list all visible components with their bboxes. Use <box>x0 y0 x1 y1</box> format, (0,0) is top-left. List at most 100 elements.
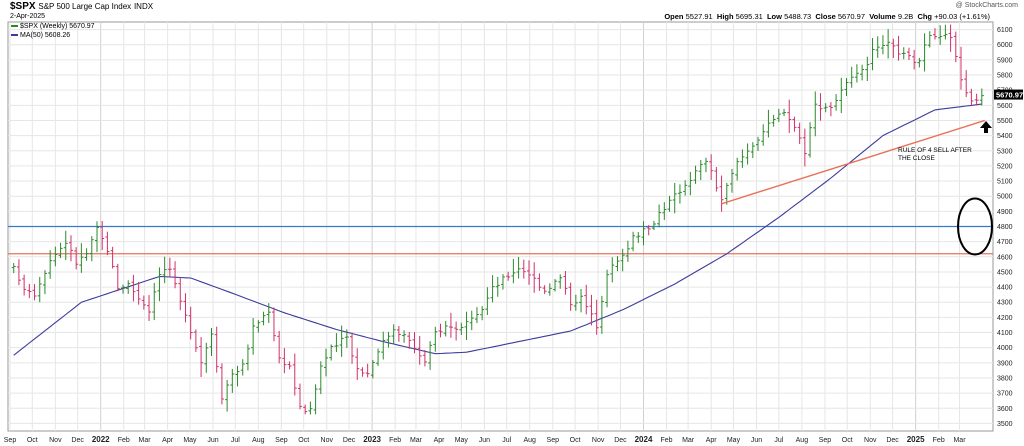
ohlc-bar <box>84 248 89 261</box>
trendline-segment <box>721 119 986 205</box>
ohlc-bar <box>297 383 302 410</box>
ohlc-bar <box>953 31 958 63</box>
y-tick-label: 5400 <box>997 133 1013 140</box>
ohlc-bar <box>344 329 349 348</box>
ohlc-bar <box>979 88 984 106</box>
ohlc-bar <box>277 330 282 364</box>
ohlc-bar <box>42 270 47 295</box>
horizontal-lines <box>8 225 993 255</box>
ohlc-bar <box>677 184 682 204</box>
x-tick-label: Feb <box>933 437 945 444</box>
x-tick-label: Nov <box>864 437 877 444</box>
ohlc-bar <box>605 269 610 308</box>
ohlc-bar <box>880 35 885 55</box>
ohlc-bar <box>407 331 412 349</box>
ohlc-bar <box>719 175 724 212</box>
ohlc-bar <box>131 274 136 302</box>
ohlc-bar <box>698 160 703 181</box>
ohlc-bar <box>641 221 646 246</box>
ohlc-bar <box>849 66 854 88</box>
ohlc-bar <box>579 288 584 313</box>
ohlc-bar <box>152 282 157 321</box>
ohlc-bar <box>521 259 526 279</box>
ohlc-bar <box>834 94 839 111</box>
ohlc-bar <box>110 246 115 269</box>
ohlc-bar <box>303 404 308 415</box>
x-tick-label: Sep <box>275 437 288 444</box>
volume-value: 9.2B <box>897 12 914 21</box>
last-price-value: 5670.97 <box>996 91 1023 100</box>
ohlc-bar <box>969 88 974 106</box>
last-price-tag <box>994 89 1023 100</box>
y-tick-label: 4800 <box>997 224 1013 231</box>
ohlc-bar <box>740 149 745 168</box>
ohlc-bar <box>126 280 131 294</box>
ohlc-bar <box>63 230 68 261</box>
ohlc-bar <box>193 329 198 352</box>
ohlc-bar <box>506 271 511 281</box>
x-tick-label: Sep <box>547 437 560 444</box>
ohlc-bar <box>381 331 386 360</box>
ohlc-bar <box>464 311 469 340</box>
ohlc-bar <box>729 168 734 193</box>
ohlc-bar <box>360 367 365 377</box>
ohlc-bar <box>844 78 849 97</box>
x-tick-label: Nov <box>321 437 334 444</box>
x-tick-label: Oct <box>842 437 853 444</box>
ohlc-bar <box>927 31 932 48</box>
legend-price-label: $SPX (Weekly) 5670.97 <box>20 23 95 30</box>
y-tick-label: 3700 <box>997 391 1013 398</box>
ohlc-bar <box>912 49 917 70</box>
x-tick-label: Apr <box>706 437 718 444</box>
ohlc-bar <box>48 250 53 279</box>
legend-price: $SPX (Weekly) 5670.97 <box>11 22 95 31</box>
ohlc-bar <box>875 36 880 58</box>
x-tick-label: May <box>183 437 197 444</box>
x-tick-label: Jul <box>231 437 240 444</box>
x-tick-label: Feb <box>118 437 130 444</box>
ohlc-bar <box>688 171 693 196</box>
ohlc-bar <box>787 99 792 133</box>
x-tick-label: Oct <box>298 437 309 444</box>
ohlc-bar <box>480 306 485 321</box>
y-tick-label: 5200 <box>997 163 1013 170</box>
ohlc-bar <box>74 247 79 270</box>
x-tick-label: Jun <box>479 437 490 444</box>
ohlc-bar <box>355 348 360 380</box>
ohlc-bar <box>53 246 58 267</box>
x-tick-label: Feb <box>661 437 673 444</box>
highlight-circle <box>957 197 993 256</box>
low-value: 5488.73 <box>784 12 812 21</box>
ohlc-bar <box>818 93 823 121</box>
ohlc-bar <box>443 320 448 337</box>
ohlc-bar <box>199 337 204 378</box>
y-tick-label: 5900 <box>997 57 1013 64</box>
ohlc-bar <box>178 277 183 311</box>
x-tick-label: 2024 <box>635 435 653 444</box>
ohlc-bar <box>870 38 875 71</box>
symbol: $SPX <box>10 1 36 12</box>
ohlc-bar <box>511 259 516 284</box>
x-tick-label: Aug <box>252 437 265 444</box>
ohlc-bar <box>631 231 636 252</box>
ohlc-bar <box>615 256 620 272</box>
x-axis: Sep Oct Nov Dec 2022 Feb Mar Apr May Jun Jul Aug Sep… <box>4 435 966 444</box>
ohlc-bar <box>860 64 865 81</box>
x-tick-label: 2023 <box>363 435 381 444</box>
ohlc-bar <box>906 47 911 61</box>
ohlc-bar <box>610 257 615 283</box>
ohlc-bar <box>865 56 870 82</box>
x-tick-label: Feb <box>389 437 401 444</box>
ohlc-bar <box>651 220 656 231</box>
chg-label: Chg <box>917 12 933 21</box>
ohlc-bar <box>922 33 927 72</box>
x-tick-label: Mar <box>139 437 152 444</box>
ohlc-bar <box>433 326 438 352</box>
ohlc-bar <box>448 312 453 338</box>
x-tick-label: Apr <box>434 437 446 444</box>
ohlc-bar <box>750 142 755 159</box>
close-label: Close <box>815 12 836 21</box>
ohlc-bar <box>943 24 948 40</box>
y-tick-label: 3600 <box>997 406 1013 413</box>
y-tick-label: 4900 <box>997 209 1013 216</box>
